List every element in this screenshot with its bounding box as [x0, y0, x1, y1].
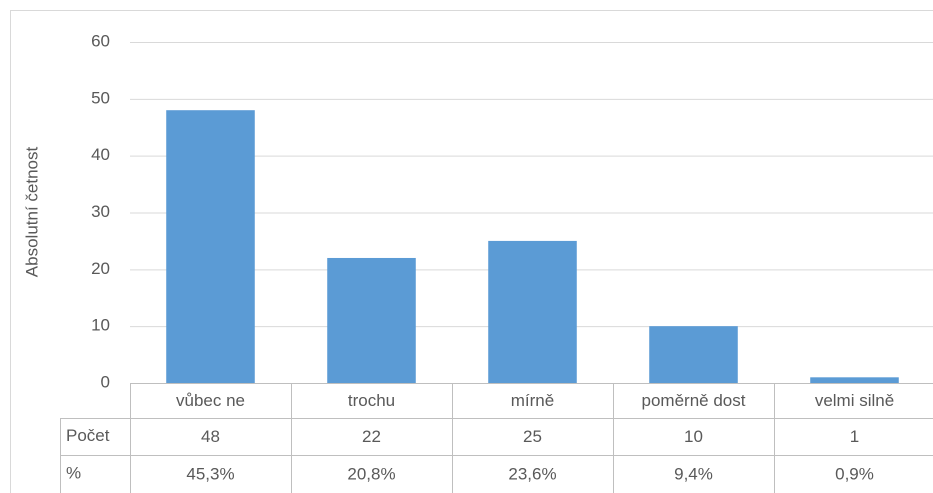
table-percent: 0,9%: [835, 464, 874, 483]
table-value: 48: [201, 427, 220, 446]
chart-frame: [10, 10, 933, 493]
table-value: 25: [523, 427, 542, 446]
bar: [488, 240, 577, 383]
table-percent: 23,6%: [508, 464, 556, 483]
bar: [649, 326, 738, 383]
row-header: Počet: [66, 426, 110, 445]
x-tick-label: trochu: [348, 391, 395, 410]
table-value: 10: [684, 427, 703, 446]
y-tick-label: 30: [91, 202, 110, 221]
x-tick-label: mírně: [511, 391, 554, 410]
y-tick-label: 0: [101, 372, 110, 391]
table-value: 1: [850, 427, 859, 446]
table-value: 22: [362, 427, 381, 446]
bar: [166, 110, 255, 383]
y-tick-label: 40: [91, 145, 110, 164]
table-percent: 9,4%: [674, 464, 713, 483]
bar: [810, 377, 899, 383]
row-header: %: [66, 463, 81, 482]
y-tick-label: 10: [91, 316, 110, 335]
table-percent: 45,3%: [186, 464, 234, 483]
table-percent: 20,8%: [347, 464, 395, 483]
x-tick-label: vůbec ne: [176, 391, 245, 410]
y-axis-label: Absolutní četnost: [22, 147, 41, 278]
bar: [327, 257, 416, 383]
x-tick-label: poměrně dost: [642, 391, 746, 410]
x-tick-label: velmi silně: [815, 391, 894, 410]
y-tick-label: 60: [91, 31, 110, 50]
y-tick-label: 20: [91, 259, 110, 278]
y-tick-label: 50: [91, 88, 110, 107]
